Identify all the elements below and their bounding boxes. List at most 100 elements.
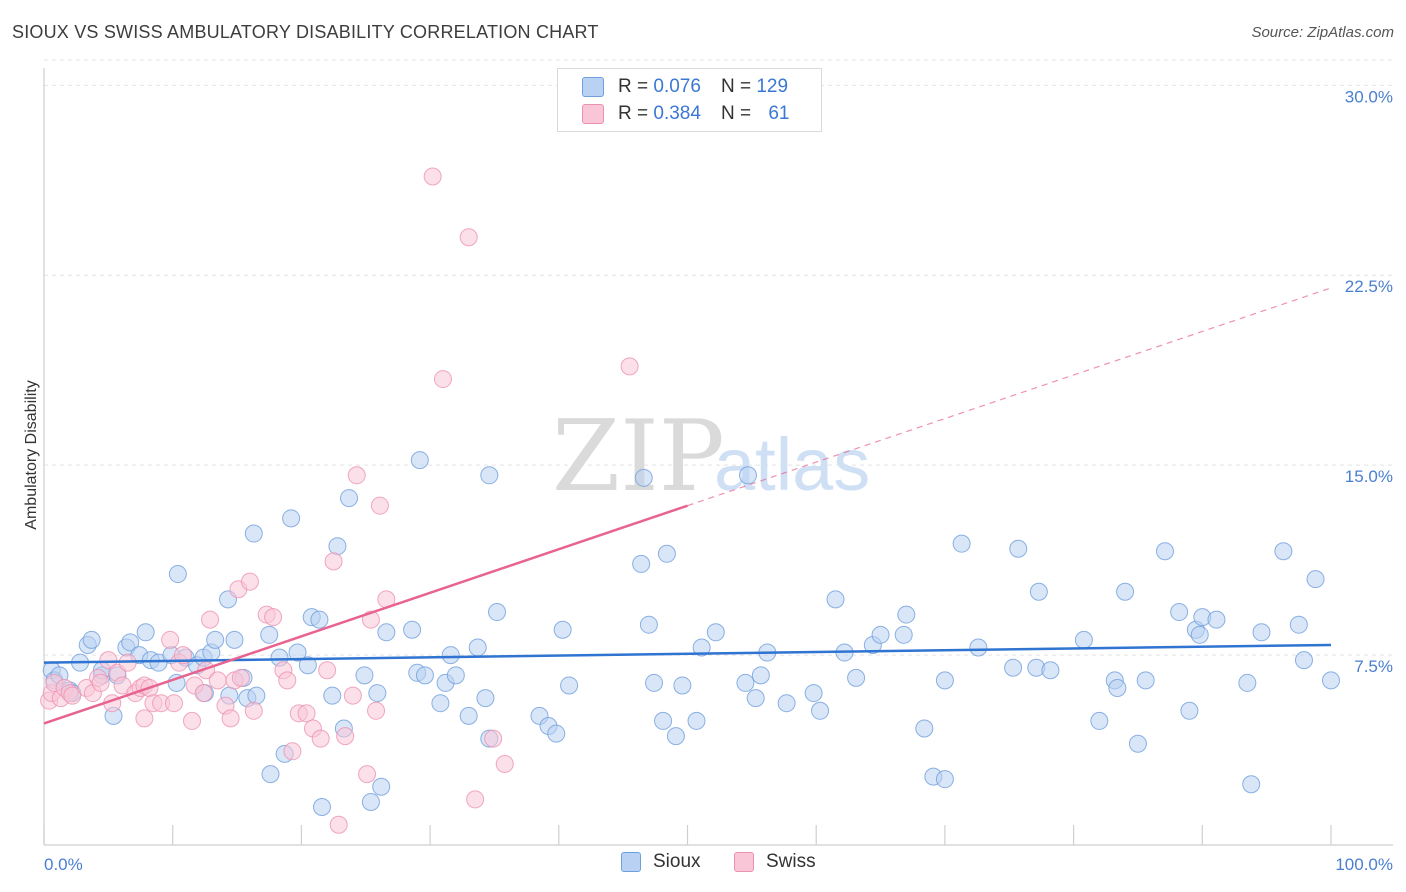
swiss-point: [367, 701, 386, 720]
sioux-point: [377, 623, 396, 642]
sioux-legend-label: Sioux: [653, 851, 701, 872]
sioux-point: [168, 565, 187, 584]
bottom-legend-sioux: Sioux: [621, 851, 701, 873]
sioux-point: [340, 489, 359, 508]
bottom-legend: Sioux Swiss: [0, 851, 1406, 877]
sioux-point: [355, 666, 374, 685]
sioux-point: [804, 684, 823, 703]
sioux-point: [632, 554, 651, 573]
watermark: ZIP atlas: [552, 400, 870, 514]
sioux-point: [1155, 542, 1174, 561]
sioux-point: [666, 727, 685, 746]
sioux-point: [260, 625, 279, 644]
y-tick-label: 22.5%: [1345, 277, 1393, 296]
swiss-point: [329, 815, 348, 834]
swiss-point: [620, 357, 639, 376]
swiss-point: [283, 742, 302, 761]
sioux-point: [871, 625, 890, 644]
sioux-point: [488, 603, 507, 622]
sioux-point: [328, 537, 347, 556]
sioux-point: [121, 633, 140, 652]
sioux-point: [282, 509, 301, 528]
swiss-point: [164, 694, 183, 713]
sioux-point: [1029, 582, 1048, 601]
sioux-point: [1090, 711, 1109, 730]
sioux-point: [1294, 651, 1313, 670]
legend: R = 0.076 N = 129 R = 0.384 N = 61: [557, 68, 822, 132]
sioux-point: [1074, 630, 1093, 649]
swiss-trend-line: [43, 504, 688, 725]
sioux-n-value: 129: [756, 76, 789, 97]
sioux-point: [410, 451, 429, 470]
sioux-point: [826, 590, 845, 609]
swiss-point: [183, 711, 202, 730]
swiss-point: [264, 608, 283, 627]
swiss-point: [244, 701, 263, 720]
swiss-point: [495, 754, 514, 773]
sioux-point: [673, 676, 692, 695]
sioux-point: [894, 625, 913, 644]
sioux-point: [746, 689, 765, 708]
watermark-zip: ZIP: [552, 400, 725, 514]
sioux-point: [298, 656, 317, 675]
sioux-point: [811, 701, 830, 720]
swiss-point: [194, 684, 213, 703]
y-axis-label: Ambulatory Disability: [23, 380, 40, 529]
legend-row-swiss: R = 0.384 N = 61: [582, 102, 789, 126]
sioux-point: [431, 694, 450, 713]
swiss-point: [201, 610, 220, 629]
swiss-point: [336, 727, 355, 746]
sioux-point: [692, 638, 711, 657]
sioux-point: [645, 673, 664, 692]
sioux-point: [247, 686, 266, 705]
chart-title: SIOUX VS SWISS AMBULATORY DISABILITY COR…: [12, 22, 599, 42]
sioux-point: [459, 706, 478, 725]
sioux-point: [403, 620, 422, 639]
swiss-point: [318, 661, 337, 680]
sioux-point: [167, 673, 186, 692]
swiss-point: [173, 646, 192, 665]
sioux-point: [777, 694, 796, 713]
sioux-point: [1004, 658, 1023, 677]
sioux-point: [1128, 734, 1147, 753]
swiss-point: [99, 651, 118, 670]
swiss-point: [161, 630, 180, 649]
sioux-point: [1190, 625, 1209, 644]
sioux-point: [480, 466, 499, 485]
sioux-point: [1207, 610, 1226, 629]
swiss-r-value: 0.384: [653, 103, 701, 124]
sioux-point: [82, 630, 101, 649]
sioux-point: [1322, 671, 1340, 690]
sioux-point: [751, 666, 770, 685]
sioux-point: [468, 638, 487, 657]
sioux-point: [136, 623, 155, 642]
source-label: Source: ZipAtlas.com: [1251, 24, 1394, 41]
sioux-point: [1274, 542, 1293, 561]
x-tick-label: 100.0%: [1335, 855, 1393, 874]
sioux-point: [368, 684, 387, 703]
y-tick-label: 15.0%: [1345, 467, 1393, 486]
swiss-point: [278, 671, 297, 690]
swiss-point: [231, 668, 250, 687]
swiss-point: [297, 704, 316, 723]
swiss-point: [466, 790, 485, 809]
y-tick-label: 30.0%: [1345, 87, 1393, 106]
sioux-point: [547, 724, 566, 743]
sioux-point: [476, 689, 495, 708]
sioux-point: [372, 777, 391, 796]
sioux-point: [1108, 679, 1127, 697]
swiss-swatch: [582, 104, 604, 124]
sioux-point: [1238, 673, 1257, 692]
sioux-point: [634, 468, 653, 487]
sioux-point: [1041, 661, 1060, 680]
sioux-point: [969, 638, 988, 657]
swiss-point: [240, 572, 259, 591]
sioux-point: [657, 544, 676, 563]
swiss-swatch: [734, 852, 754, 872]
swiss-point: [208, 671, 227, 690]
swiss-point: [484, 729, 503, 748]
legend-row-sioux: R = 0.076 N = 129: [582, 75, 788, 99]
sioux-point: [1170, 603, 1189, 622]
sioux-point: [1252, 623, 1271, 642]
sioux-swatch: [621, 852, 641, 872]
